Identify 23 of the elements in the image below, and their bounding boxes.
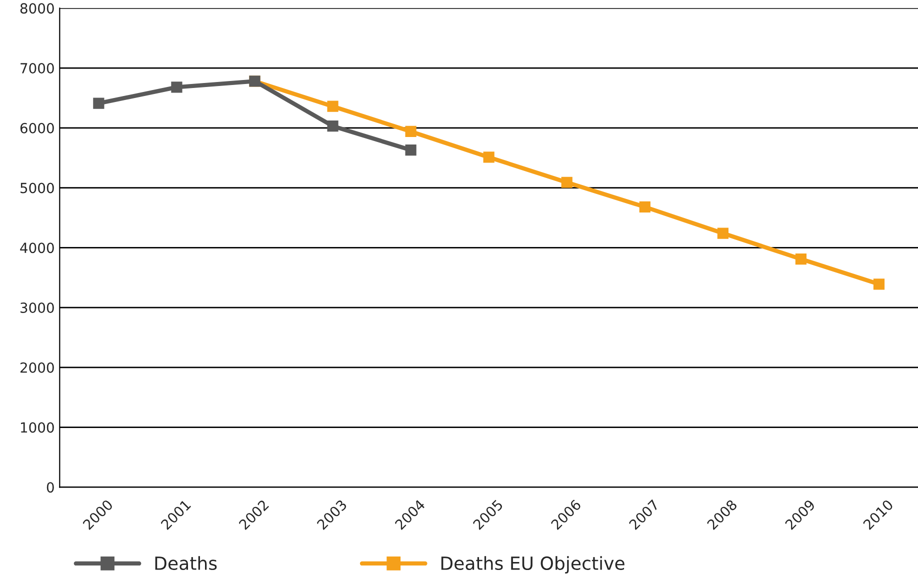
legend-label: Deaths	[155, 556, 217, 570]
point	[873, 278, 885, 290]
point	[639, 201, 650, 212]
point	[483, 152, 494, 163]
y-tick-label: 2000	[20, 362, 54, 373]
point	[93, 98, 104, 109]
point	[171, 82, 182, 93]
y-tick-label: 4000	[20, 242, 54, 254]
point	[717, 228, 728, 239]
point	[327, 100, 338, 112]
y-tick-label: 3000	[20, 302, 54, 313]
y-tick-label: 5000	[20, 182, 54, 194]
y-tick-label: 6000	[20, 122, 54, 134]
point	[327, 120, 338, 132]
y-tick-label: 1000	[20, 422, 54, 433]
point	[795, 253, 807, 265]
point	[405, 144, 416, 156]
point	[405, 126, 416, 138]
point	[561, 176, 572, 188]
y-tick-label: 7000	[20, 62, 54, 74]
y-tick-label: 0	[46, 482, 54, 493]
legend-label: Deaths EU Objective	[441, 556, 624, 574]
y-tick-label: 8000	[20, 3, 54, 14]
